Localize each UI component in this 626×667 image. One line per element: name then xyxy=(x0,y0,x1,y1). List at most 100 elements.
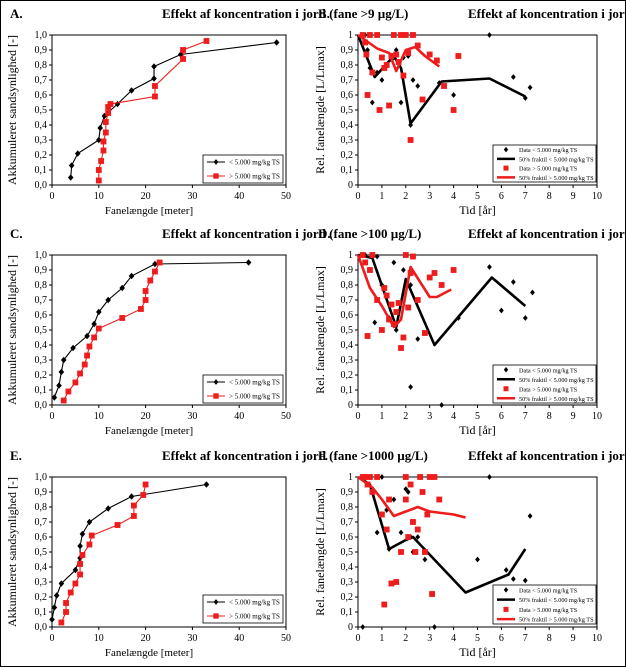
x-tick-label: 2 xyxy=(403,411,408,422)
x-tick-label: 0 xyxy=(356,411,361,422)
x-tick-label: 4 xyxy=(451,633,456,644)
legend-entry: 50% fraktil < 5.000 mg/kg TS xyxy=(519,377,594,384)
data-point xyxy=(499,307,504,314)
legend-entry: Data > 5.000 mg/kg TS xyxy=(519,166,578,173)
data-point xyxy=(77,571,83,578)
data-point xyxy=(362,259,369,266)
y-tick-label: 0,4 xyxy=(341,340,354,351)
legend-box xyxy=(492,584,597,625)
data-point xyxy=(412,549,419,555)
y-tick-label: 1 xyxy=(348,250,353,261)
legend-entry: Data < 5.000 mg/kg TS xyxy=(519,147,578,154)
data-point xyxy=(128,272,135,280)
data-point xyxy=(422,330,428,336)
data-point xyxy=(81,361,88,368)
data-point xyxy=(381,285,388,291)
data-point xyxy=(128,493,135,500)
series-0 xyxy=(67,39,280,181)
data-point xyxy=(58,580,65,587)
x-tick-label: 20 xyxy=(141,411,151,422)
data-point xyxy=(441,83,447,89)
y-tick-label: 0,6 xyxy=(35,310,48,321)
data-point xyxy=(77,542,83,550)
data-point xyxy=(487,474,492,480)
data-point xyxy=(414,526,421,533)
x-tick-label: 10 xyxy=(592,191,602,202)
x-tick-label: 5 xyxy=(475,411,480,422)
y-tick-label: 0,2 xyxy=(35,150,48,161)
data-point xyxy=(152,268,158,275)
data-point xyxy=(383,62,390,68)
data-point xyxy=(362,474,369,480)
x-tick-label: 40 xyxy=(234,633,244,644)
x-axis-label: Fanelængde [meter] xyxy=(105,647,193,659)
data-point xyxy=(393,327,399,333)
y-tick-label: 0,3 xyxy=(35,355,48,366)
legend-entry: 50% fraktil < 5.000 mg/kg TS xyxy=(519,597,594,604)
data-point xyxy=(402,496,409,503)
chart-title: Effekt af koncentration i jord (fane >10… xyxy=(468,226,626,241)
data-point xyxy=(436,496,443,503)
x-axis-label: Fanelængde [meter] xyxy=(105,205,193,217)
chart-panel-e: E. Effekt af koncentration i jord (fane >… xyxy=(5,448,428,659)
data-point xyxy=(102,119,109,125)
y-tick-label: 1 xyxy=(348,472,353,483)
data-point xyxy=(369,99,375,106)
y-tick-label: 0,5 xyxy=(35,547,48,558)
data-point xyxy=(60,397,67,404)
legend-box xyxy=(492,364,597,404)
legend: < 5.000 mg/kg TS > 5.000 mg/kg TS xyxy=(202,594,284,624)
x-tick-label: 50 xyxy=(281,191,291,202)
legend-swatch-marker xyxy=(213,173,219,179)
legend-swatch-marker xyxy=(503,587,509,593)
legend-entry: < 5.000 mg/kg TS xyxy=(229,379,280,387)
data-point xyxy=(142,288,149,294)
data-point xyxy=(203,481,210,488)
data-point xyxy=(419,96,426,103)
y-tick-label: 0,8 xyxy=(341,60,354,71)
data-point xyxy=(131,502,137,509)
x-tick-label: 1 xyxy=(379,191,384,202)
x-tick-label: 10 xyxy=(94,411,104,422)
y-tick-label: 0,6 xyxy=(341,310,354,321)
series-0 xyxy=(49,481,210,623)
data-point xyxy=(58,368,65,376)
x-tick-label: 5 xyxy=(475,633,480,644)
y-tick-label: 0,7 xyxy=(341,75,354,86)
y-tick-label: 0,7 xyxy=(35,517,48,528)
data-point xyxy=(431,270,438,276)
x-tick-label: 3 xyxy=(427,633,432,644)
data-point xyxy=(405,53,411,59)
data-point xyxy=(152,260,158,268)
chart-title: Effekt af koncentration i jord (fane >9 … xyxy=(162,6,408,21)
y-tick-label: 0,9 xyxy=(35,487,48,498)
data-point xyxy=(374,253,380,260)
series-3 xyxy=(356,254,452,329)
panel-label: E. xyxy=(10,448,22,463)
x-tick-label: 1 xyxy=(379,633,384,644)
y-tick-label: 0,5 xyxy=(35,325,48,336)
data-point xyxy=(393,51,400,58)
data-point xyxy=(72,566,79,574)
data-point xyxy=(388,580,395,587)
y-tick-label: 0 xyxy=(348,622,353,633)
data-point xyxy=(374,474,381,480)
y-tick-label: 0,2 xyxy=(35,370,48,381)
data-point xyxy=(369,252,376,258)
data-point xyxy=(152,83,158,89)
data-point xyxy=(386,496,392,503)
y-tick-label: 0,5 xyxy=(341,105,354,116)
data-point xyxy=(379,474,385,480)
data-point xyxy=(384,507,390,513)
data-point xyxy=(510,576,516,582)
y-tick-label: 0,9 xyxy=(341,45,354,56)
data-point xyxy=(97,124,104,132)
x-tick-label: 30 xyxy=(187,191,197,202)
data-point xyxy=(95,325,102,332)
fraktil-line xyxy=(357,253,527,347)
chart-title: Effekt af koncentration i jord (fane >10… xyxy=(162,226,421,241)
data-point xyxy=(395,300,402,306)
data-point xyxy=(96,308,102,316)
data-point xyxy=(105,110,112,116)
data-point xyxy=(510,74,516,80)
